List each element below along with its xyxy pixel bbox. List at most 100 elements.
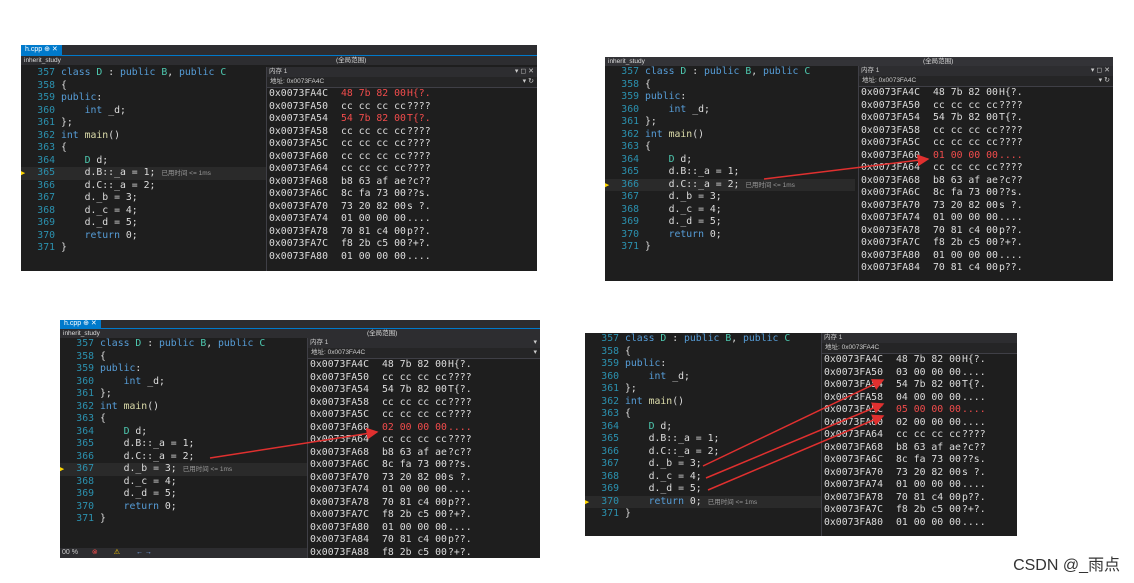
error-icon[interactable]: ⊗ xyxy=(91,549,98,556)
code-line[interactable]: 368 d._c = 4; xyxy=(585,471,821,484)
code-line[interactable]: 361}; xyxy=(605,116,855,129)
memory-row[interactable]: 0x0073FA7C f8 2b c5 00?+?. xyxy=(859,237,1113,250)
memory-row[interactable]: 0x0073FA74 01 00 00 00.... xyxy=(822,479,1017,492)
code-line[interactable]: 362 int main() xyxy=(60,401,307,414)
code-line[interactable]: 367 d._b = 3; ▶ 已用时间 <= 1ms xyxy=(60,463,307,476)
code-line[interactable]: 358 { xyxy=(585,346,821,359)
code-line[interactable]: 361}; xyxy=(585,383,821,396)
memory-row[interactable]: 0x0073FA74 01 00 00 00.... xyxy=(267,213,537,226)
code-line[interactable]: 367 d._b = 3; xyxy=(605,191,855,204)
memory-row[interactable]: 0x0073FA68 b8 63 af ae?c?? xyxy=(267,176,537,189)
project-dropdown[interactable]: inherit_study xyxy=(21,56,266,65)
code-line[interactable]: 363 { xyxy=(585,408,821,421)
memory-row[interactable]: 0x0073FA54 54 7b 82 00T{?. xyxy=(308,384,540,397)
memory-row[interactable]: 0x0073FA78 70 81 c4 00p??. xyxy=(859,225,1113,238)
window-controls-icon[interactable]: ▾ xyxy=(533,339,537,346)
memory-row[interactable]: 0x0073FA4C 48 7b 82 00H{?. xyxy=(859,87,1113,100)
code-editor[interactable]: 357 class D : public B, public C 358 {359 pu… xyxy=(21,67,266,271)
memory-row[interactable]: 0x0073FA64 cc cc cc cc???? xyxy=(822,429,1017,442)
code-line[interactable]: 361}; xyxy=(60,388,307,401)
address-bar[interactable]: 地址: 0x0073FA4C ▾ ↻ xyxy=(859,76,1113,87)
code-line[interactable]: 358 { xyxy=(605,79,855,92)
dropdown-icon[interactable]: ▾ xyxy=(533,349,537,356)
memory-row[interactable]: 0x0073FA78 70 81 c4 00p??. xyxy=(822,492,1017,505)
code-line[interactable]: 362 int main() xyxy=(605,129,855,142)
memory-row[interactable]: 0x0073FA80 01 00 00 00.... xyxy=(859,250,1113,263)
code-line[interactable]: 362 int main() xyxy=(585,396,821,409)
code-line[interactable]: 360 int _d; xyxy=(21,105,266,118)
memory-row[interactable]: 0x0073FA88 f8 2b c5 00?+?. xyxy=(308,547,540,559)
code-line[interactable]: 357 class D : public B, public C xyxy=(60,338,307,351)
memory-row[interactable]: 0x0073FA58 cc cc cc cc???? xyxy=(308,397,540,410)
memory-row[interactable]: 0x0073FA54 54 7b 82 00T{?. xyxy=(267,113,537,126)
memory-row[interactable]: 0x0073FA50 cc cc cc cc???? xyxy=(308,372,540,385)
code-line[interactable]: 371} xyxy=(605,241,855,254)
memory-row[interactable]: 0x0073FA6C 8c fa 73 00??s. xyxy=(859,187,1113,200)
window-controls-icon[interactable]: ▾ ◻ ✕ xyxy=(1090,67,1110,74)
refresh-icon[interactable]: ▾ ↻ xyxy=(1098,77,1110,84)
code-line[interactable]: 365 d.B::_a = 1; xyxy=(585,433,821,446)
scope-dropdown[interactable]: (全局范围) xyxy=(266,56,537,65)
code-line[interactable]: 362 int main() xyxy=(21,130,266,143)
memory-row[interactable]: 0x0073FA78 70 81 c4 00p??. xyxy=(267,226,537,239)
memory-row[interactable]: 0x0073FA78 70 81 c4 00p??. xyxy=(308,497,540,510)
memory-row[interactable]: 0x0073FA84 70 81 c4 00p??. xyxy=(308,534,540,547)
code-line[interactable]: 366 d.C::_a = 2; xyxy=(60,451,307,464)
zoom-level[interactable]: 00 % xyxy=(62,549,78,556)
code-line[interactable]: 370 return 0; xyxy=(60,501,307,514)
code-line[interactable]: 359 public: xyxy=(21,92,266,105)
code-line[interactable]: 363 { xyxy=(60,413,307,426)
code-line[interactable]: 363 { xyxy=(605,141,855,154)
tab-file[interactable]: h.cpp ⊕ ✕ xyxy=(60,320,101,328)
code-line[interactable]: 364 D d; xyxy=(605,154,855,167)
code-line[interactable]: 360 int _d; xyxy=(605,104,855,117)
code-line[interactable]: 369 d._d = 5; xyxy=(60,488,307,501)
memory-row[interactable]: 0x0073FA68 b8 63 af ae?c?? xyxy=(859,175,1113,188)
memory-row[interactable]: 0x0073FA74 01 00 00 00.... xyxy=(859,212,1113,225)
memory-row[interactable]: 0x0073FA80 01 00 00 00.... xyxy=(267,251,537,264)
address-bar[interactable]: 地址: 0x0073FA4C ▾ ↻ xyxy=(267,77,537,88)
code-line[interactable]: 360 int _d; xyxy=(585,371,821,384)
memory-row[interactable]: 0x0073FA5C cc cc cc cc???? xyxy=(859,137,1113,150)
project-dropdown[interactable]: inherit_study xyxy=(605,57,855,66)
memory-row[interactable]: 0x0073FA58 cc cc cc cc???? xyxy=(267,126,537,139)
memory-row[interactable]: 0x0073FA84 70 81 c4 00p??. xyxy=(859,262,1113,275)
code-editor[interactable]: 357 class D : public B, public C 358 {359 pu… xyxy=(585,333,821,536)
code-line[interactable]: 369 d._d = 5; xyxy=(585,483,821,496)
code-line[interactable]: 357 class D : public B, public C xyxy=(605,66,855,79)
code-line[interactable]: 369 d._d = 5; xyxy=(605,216,855,229)
code-line[interactable]: 359 public: xyxy=(585,358,821,371)
code-line[interactable]: 367 d._b = 3; xyxy=(585,458,821,471)
code-line[interactable]: 361}; xyxy=(21,117,266,130)
memory-row[interactable]: 0x0073FA7C f8 2b c5 00?+?. xyxy=(822,504,1017,517)
warning-icon[interactable]: ⚠ xyxy=(113,549,121,556)
scope-dropdown[interactable]: (全局范围) xyxy=(307,329,540,338)
code-line[interactable]: 369 d._d = 5; xyxy=(21,217,266,230)
code-line[interactable]: 364 D d; xyxy=(585,421,821,434)
code-line[interactable]: 366 d.C::_a = 2; xyxy=(585,446,821,459)
memory-row[interactable]: 0x0073FA58 cc cc cc cc???? xyxy=(859,125,1113,138)
code-line[interactable]: 368 d._c = 4; xyxy=(21,205,266,218)
memory-row[interactable]: 0x0073FA70 73 20 82 00s ?. xyxy=(267,201,537,214)
code-line[interactable]: 365 d.B::_a = 1; ▶ 已用时间 <= 1ms xyxy=(21,167,266,180)
project-dropdown[interactable]: inherit_study xyxy=(60,329,307,338)
address-field[interactable]: 地址: 0x0073FA4C xyxy=(825,344,880,351)
code-line[interactable]: 368 d._c = 4; xyxy=(605,204,855,217)
code-line[interactable]: 368 d._c = 4; xyxy=(60,476,307,489)
memory-row[interactable]: 0x0073FA70 73 20 82 00s ?. xyxy=(822,467,1017,480)
memory-row[interactable]: 0x0073FA60 02 00 00 00.... xyxy=(308,422,540,435)
memory-row[interactable]: 0x0073FA70 73 20 82 00s ?. xyxy=(859,200,1113,213)
code-line[interactable]: 371} xyxy=(21,242,266,255)
memory-row[interactable]: 0x0073FA6C 8c fa 73 00??s. xyxy=(822,454,1017,467)
memory-row[interactable]: 0x0073FA4C 48 7b 82 00H{?. xyxy=(267,88,537,101)
memory-row[interactable]: 0x0073FA5C cc cc cc cc???? xyxy=(308,409,540,422)
memory-row[interactable]: 0x0073FA64 cc cc cc cc???? xyxy=(859,162,1113,175)
memory-row[interactable]: 0x0073FA54 54 7b 82 00T{?. xyxy=(859,112,1113,125)
code-line[interactable]: 370 return 0; ▶ 已用时间 <= 1ms xyxy=(585,495,821,508)
code-line[interactable]: 367 d._b = 3; xyxy=(21,192,266,205)
nav-arrows-icon[interactable]: ← → xyxy=(135,549,152,556)
address-bar[interactable]: 地址: 0x0073FA4C ▾ xyxy=(308,348,540,359)
code-line[interactable]: 359 public: xyxy=(60,363,307,376)
scope-dropdown[interactable]: (全局范围) xyxy=(855,57,1113,66)
memory-row[interactable]: 0x0073FA7C f8 2b c5 00?+?. xyxy=(267,238,537,251)
